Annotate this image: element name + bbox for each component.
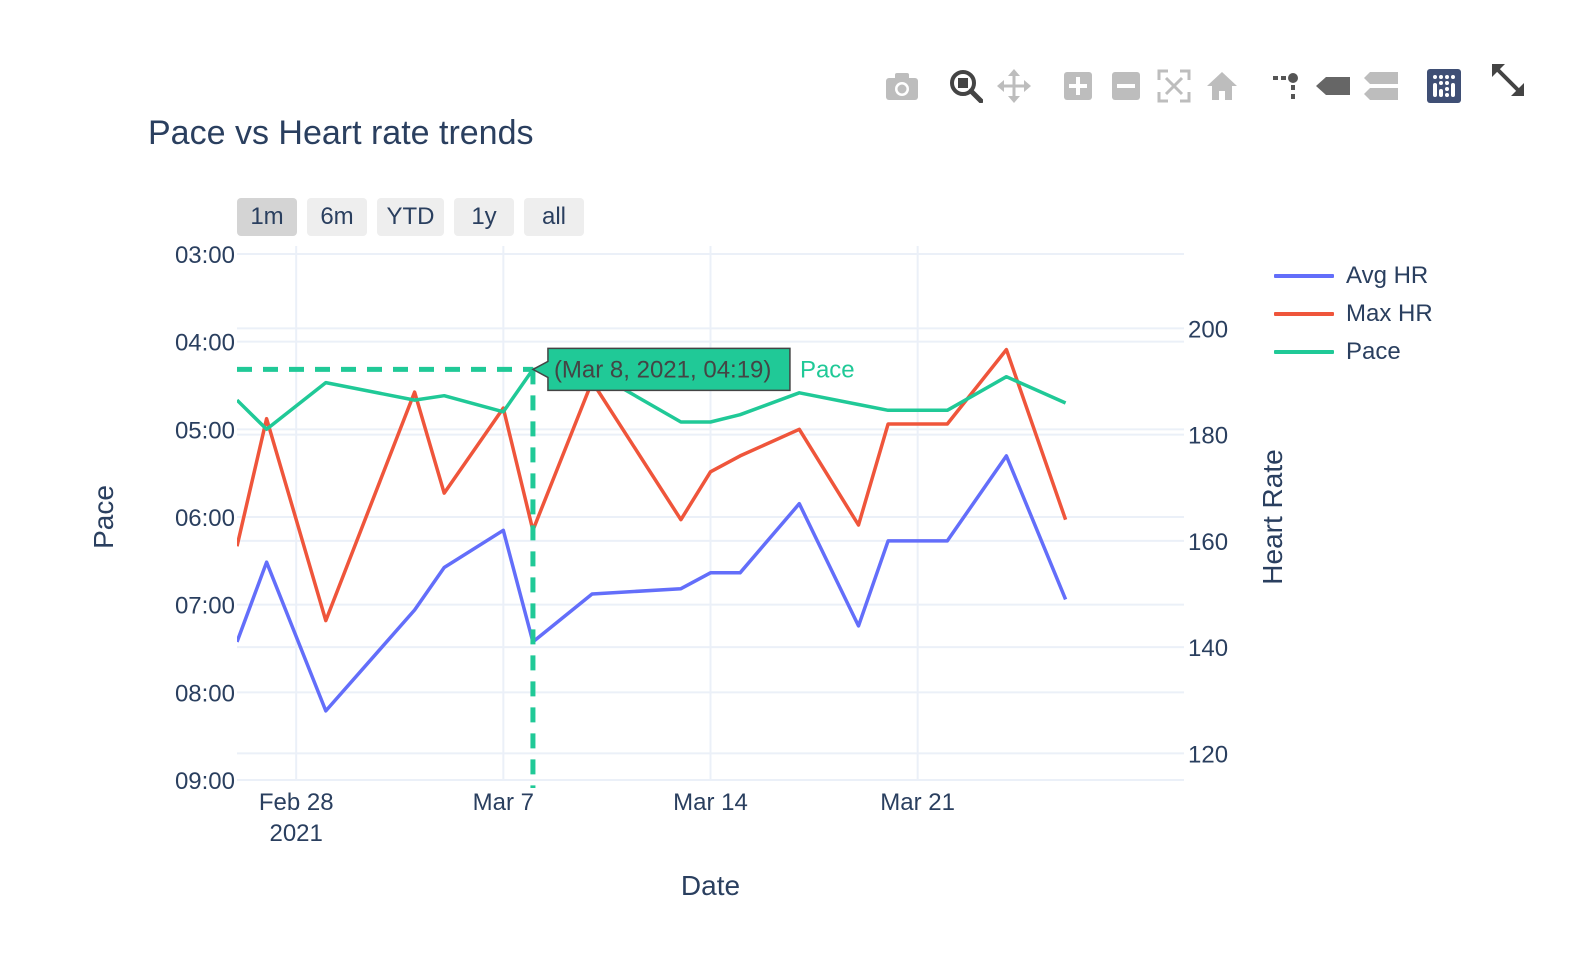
hover-tooltip-box bbox=[531, 347, 791, 392]
x-tick-label: Feb 28 bbox=[259, 789, 334, 816]
y-tick-label: 05:00 bbox=[175, 417, 235, 444]
y2-tick-label: 160 bbox=[1188, 529, 1228, 556]
y-tick-label: 09:00 bbox=[175, 768, 235, 795]
range-button-label: 1m bbox=[250, 203, 284, 230]
y2-axis-title: Heart Rate bbox=[1257, 449, 1288, 584]
modebar bbox=[880, 62, 1540, 110]
y2-tick-label: 140 bbox=[1188, 635, 1228, 662]
toggle-spike-lines-button[interactable] bbox=[1264, 62, 1308, 110]
range-button-label: 1y bbox=[471, 203, 497, 230]
autoscale-icon bbox=[1157, 69, 1191, 103]
camera-icon bbox=[886, 73, 918, 100]
zoom-in-icon bbox=[1064, 72, 1092, 100]
hover-tooltip-text: (Mar 8, 2021, 04:19) bbox=[554, 356, 771, 383]
legend-label-max-hr: Max HR bbox=[1346, 300, 1433, 327]
range-button-1y[interactable]: 1y bbox=[454, 198, 514, 236]
legend-item-pace[interactable]: Pace bbox=[1274, 337, 1401, 367]
range-button-1m[interactable]: 1m bbox=[237, 198, 297, 236]
hover-tooltip-series: Pace bbox=[800, 356, 855, 383]
hover-compare-icon bbox=[1364, 72, 1398, 100]
fullscreen-icon bbox=[1492, 64, 1524, 96]
avg-hr-line bbox=[237, 454, 1068, 713]
download-plot-button[interactable] bbox=[880, 62, 924, 110]
plotly-logo-icon bbox=[1427, 69, 1461, 103]
max-hr-line bbox=[237, 347, 1068, 623]
y-axis-title: Pace bbox=[88, 485, 119, 549]
x-tick-label: Mar 7 bbox=[473, 789, 534, 816]
y2-tick-label: 200 bbox=[1188, 316, 1228, 343]
zoom-button[interactable] bbox=[944, 62, 988, 110]
y-tick-label: 08:00 bbox=[175, 680, 235, 707]
legend-label-pace: Pace bbox=[1346, 338, 1401, 365]
hover-compare-button[interactable] bbox=[1360, 62, 1404, 110]
y-tick-label: 04:00 bbox=[175, 330, 235, 357]
reset-axes-button[interactable] bbox=[1200, 62, 1244, 110]
range-button-6m[interactable]: 6m bbox=[307, 198, 367, 236]
range-button-all[interactable]: all bbox=[524, 198, 584, 236]
legend-swatch-max-hr bbox=[1274, 312, 1334, 316]
range-button-ytd[interactable]: YTD bbox=[377, 198, 444, 236]
legend-label-avg-hr: Avg HR bbox=[1346, 262, 1429, 289]
legend-swatch-avg-hr bbox=[1274, 274, 1334, 278]
zoom-out-button[interactable] bbox=[1104, 62, 1148, 110]
y2-tick-label: 120 bbox=[1188, 741, 1228, 768]
y2-tick-label: 180 bbox=[1188, 423, 1228, 450]
pan-button[interactable] bbox=[992, 62, 1036, 110]
chart-title: Pace vs Heart rate trends bbox=[148, 114, 534, 152]
hover-closest-button[interactable] bbox=[1312, 62, 1356, 110]
zoom-out-icon bbox=[1112, 72, 1140, 100]
spikelines-icon bbox=[1273, 73, 1298, 99]
x-tick-label: Mar 21 bbox=[880, 789, 955, 816]
y-tick-label: 06:00 bbox=[175, 505, 235, 532]
range-button-label: 6m bbox=[320, 203, 354, 230]
x-axis-title: Date bbox=[681, 870, 740, 901]
y-tick-label: 03:00 bbox=[175, 242, 235, 269]
x-tick-sublabel: 2021 bbox=[269, 820, 322, 847]
autoscale-button[interactable] bbox=[1152, 62, 1196, 110]
fullscreen-button[interactable] bbox=[1486, 56, 1530, 104]
x-tick-label: Mar 14 bbox=[673, 789, 748, 816]
pace-line bbox=[237, 367, 1067, 432]
range-button-label: all bbox=[541, 203, 566, 230]
range-button-label: YTD bbox=[386, 203, 435, 230]
zoom-in-button[interactable] bbox=[1056, 62, 1100, 110]
y-tick-label: 07:00 bbox=[175, 593, 235, 620]
legend-item-avg-hr[interactable]: Avg HR bbox=[1274, 261, 1428, 291]
home-icon bbox=[1207, 72, 1237, 100]
hover-closest-icon bbox=[1316, 77, 1350, 95]
plotly-logo-button[interactable] bbox=[1422, 62, 1466, 110]
legend-item-max-hr[interactable]: Max HR bbox=[1274, 299, 1433, 329]
pan-icon bbox=[997, 69, 1031, 103]
legend-swatch-pace bbox=[1274, 350, 1334, 354]
zoom-icon bbox=[950, 70, 983, 103]
